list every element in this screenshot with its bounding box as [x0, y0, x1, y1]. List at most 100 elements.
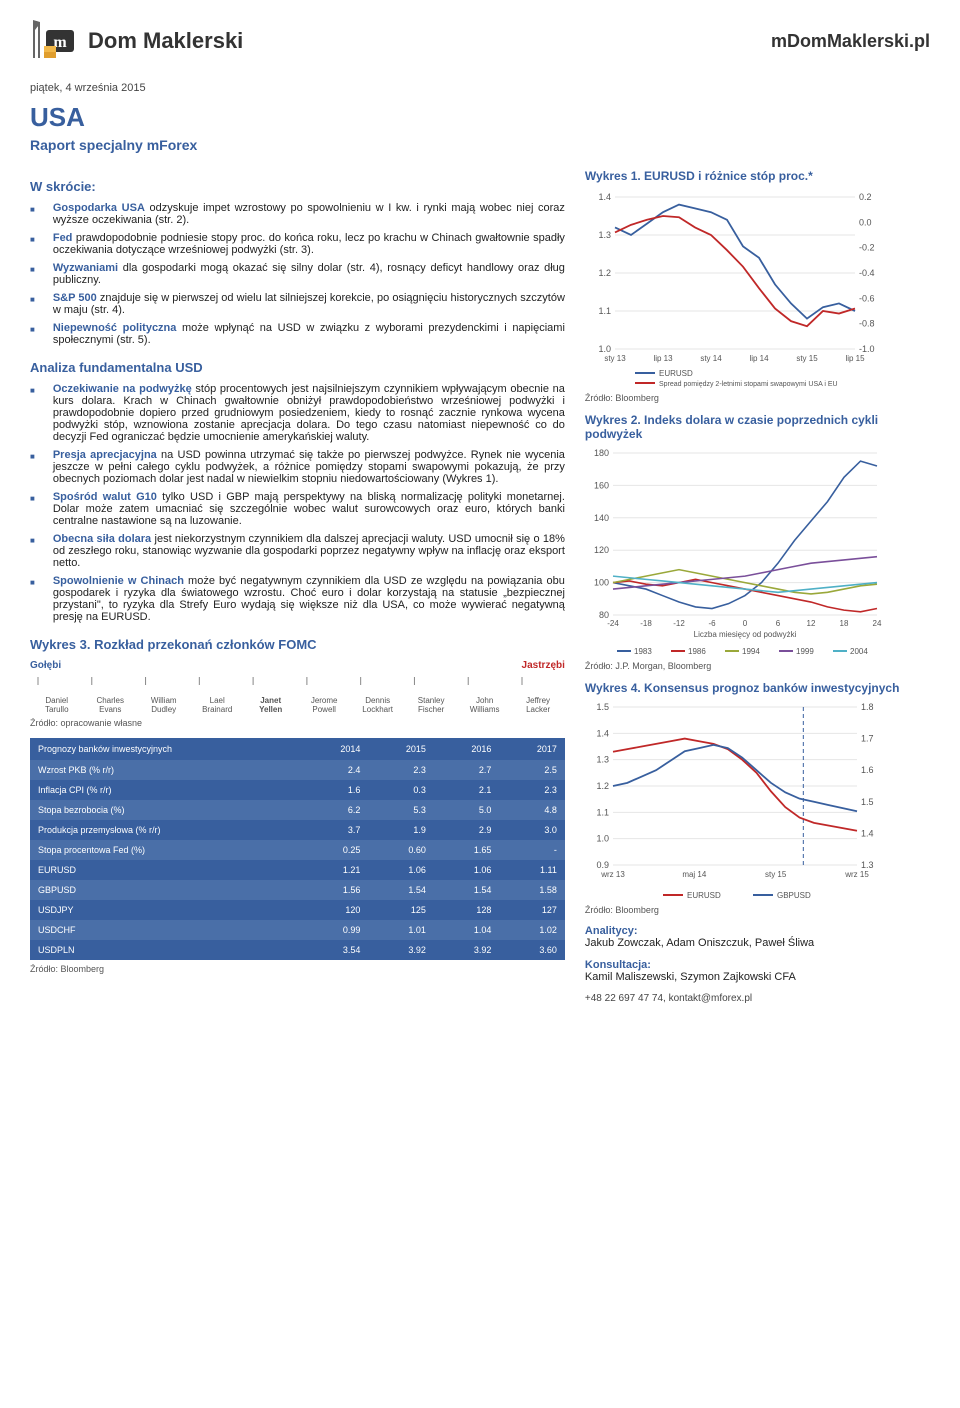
svg-text:0.0: 0.0	[859, 217, 872, 227]
svg-text:0.2: 0.2	[859, 192, 872, 202]
fomc-member: StanleyFischer	[404, 696, 457, 714]
svg-text:sty 15: sty 15	[796, 354, 818, 363]
table-cell: 1.65	[434, 840, 500, 860]
svg-text:GBPUSD: GBPUSD	[777, 891, 811, 900]
svg-text:sty 14: sty 14	[700, 354, 722, 363]
footer-contact: +48 22 697 47 74, kontakt@mforex.pl	[585, 993, 930, 1004]
table-cell: 3.54	[303, 940, 369, 960]
table-header-cell: 2014	[303, 738, 369, 760]
bullet-item: Wyzwaniami dla gospodarki mogą okazać si…	[30, 262, 565, 286]
table-cell: 2.1	[434, 780, 500, 800]
table-cell: 5.3	[368, 800, 434, 820]
table-row: Produkcja przemysłowa (% r/r)3.71.92.93.…	[30, 820, 565, 840]
svg-text:1.8: 1.8	[861, 702, 874, 712]
table-row: EURUSD1.211.061.061.11	[30, 860, 565, 880]
logo-mark-icon: m	[30, 20, 80, 62]
svg-text:100: 100	[594, 578, 609, 588]
table-cell: EURUSD	[30, 860, 303, 880]
svg-text:1.4: 1.4	[861, 828, 874, 838]
brief-list: Gospodarka USA odzyskuje impet wzrostowy…	[30, 202, 565, 346]
svg-text:lip 15: lip 15	[845, 354, 865, 363]
fomc-member: DanielTarullo	[30, 696, 83, 714]
chart3-axis-icon	[30, 671, 530, 689]
svg-text:maj 14: maj 14	[682, 870, 707, 879]
svg-text:0.9: 0.9	[596, 860, 609, 870]
bullet-item: Gospodarka USA odzyskuje impet wzrostowy…	[30, 202, 565, 226]
fomc-member: JeffreyLacker	[511, 696, 564, 714]
svg-text:1.5: 1.5	[596, 702, 609, 712]
fomc-member: JohnWilliams	[458, 696, 511, 714]
table-cell: 3.92	[368, 940, 434, 960]
page-header: m Dom Maklerski mDomMaklerski.pl	[30, 20, 930, 62]
analysts-block: Analitycy: Jakub Zowczak, Adam Oniszczuk…	[585, 925, 930, 949]
table-cell: 1.11	[499, 860, 565, 880]
table-cell: 6.2	[303, 800, 369, 820]
table-cell: 1.21	[303, 860, 369, 880]
chart3-hawk-label: Jastrzębi	[522, 660, 565, 671]
svg-text:-0.6: -0.6	[859, 293, 875, 303]
table-cell: 0.3	[368, 780, 434, 800]
chart3-title: Wykres 3. Rozkład przekonań członków FOM…	[30, 637, 565, 652]
report-subtitle: Raport specjalny mForex	[30, 137, 930, 153]
consult-names: Kamil Maliszewski, Szymon Zajkowski CFA	[585, 971, 796, 983]
site-url: mDomMaklerski.pl	[771, 31, 930, 52]
table-cell: 1.58	[499, 880, 565, 900]
analysts-names: Jakub Zowczak, Adam Oniszczuk, Paweł Śli…	[585, 937, 814, 949]
table-header-cell: 2016	[434, 738, 500, 760]
chart2: 80100120140160180-24-18-12-606121824Licz…	[585, 447, 885, 657]
svg-text:1983: 1983	[634, 647, 652, 656]
svg-text:1999: 1999	[796, 647, 814, 656]
table-header-cell: Prognozy banków inwestycyjnych	[30, 738, 303, 760]
svg-text:1.5: 1.5	[861, 797, 874, 807]
svg-text:1.4: 1.4	[596, 728, 609, 738]
table-cell: Produkcja przemysłowa (% r/r)	[30, 820, 303, 840]
table-cell: 1.9	[368, 820, 434, 840]
brief-heading: W skrócie:	[30, 179, 565, 194]
svg-text:lip 14: lip 14	[749, 354, 769, 363]
chart3-source: Źródło: opracowanie własne	[30, 718, 565, 728]
table-cell: 2.4	[303, 760, 369, 780]
table-cell: 3.7	[303, 820, 369, 840]
table-cell: USDCHF	[30, 920, 303, 940]
bullet-item: S&P 500 znajduje się w pierwszej od wiel…	[30, 292, 565, 316]
chart2-source: Źródło: J.P. Morgan, Bloomberg	[585, 661, 930, 671]
svg-text:wrz 13: wrz 13	[600, 870, 625, 879]
chart1-source: Źródło: Bloomberg	[585, 393, 930, 403]
chart1: 1.01.11.21.31.4-1.0-0.8-0.6-0.4-0.20.00.…	[585, 189, 885, 389]
svg-text:1.6: 1.6	[861, 765, 874, 775]
svg-text:1994: 1994	[742, 647, 760, 656]
chart4: 0.91.01.11.21.31.41.51.31.41.51.61.71.8w…	[585, 701, 885, 901]
table-row: USDJPY120125128127	[30, 900, 565, 920]
chart1-title: Wykres 1. EURUSD i różnice stóp proc.*	[585, 169, 930, 183]
svg-text:-0.8: -0.8	[859, 319, 875, 329]
svg-text:1.3: 1.3	[861, 860, 874, 870]
chart2-title: Wykres 2. Indeks dolara w czasie poprzed…	[585, 413, 930, 441]
chart4-source: Źródło: Bloomberg	[585, 905, 930, 915]
table-cell: 3.92	[434, 940, 500, 960]
table-row: USDCHF0.991.011.041.02	[30, 920, 565, 940]
table-cell: 1.54	[434, 880, 500, 900]
svg-text:-18: -18	[640, 619, 652, 628]
table-cell: 1.06	[434, 860, 500, 880]
table-cell: USDPLN	[30, 940, 303, 960]
table-cell: 4.8	[499, 800, 565, 820]
table-header-cell: 2015	[368, 738, 434, 760]
analysis-heading: Analiza fundamentalna USD	[30, 360, 565, 375]
consult-heading: Konsultacja:	[585, 959, 930, 971]
logo: m Dom Maklerski	[30, 20, 243, 62]
svg-text:2004: 2004	[850, 647, 868, 656]
svg-text:sty 15: sty 15	[765, 870, 787, 879]
svg-text:120: 120	[594, 545, 609, 555]
analysis-list: Oczekiwanie na podwyżkę stóp procentowyc…	[30, 383, 565, 623]
table-cell: 3.60	[499, 940, 565, 960]
table-cell: USDJPY	[30, 900, 303, 920]
svg-text:160: 160	[594, 480, 609, 490]
fomc-member: JanetYellen	[244, 696, 297, 714]
table-cell: 2.5	[499, 760, 565, 780]
bullet-item: Spośród walut G10 tylko USD i GBP mają p…	[30, 491, 565, 527]
table-row: Inflacja CPI (% r/r)1.60.32.12.3	[30, 780, 565, 800]
table-cell: 3.0	[499, 820, 565, 840]
table-cell: 1.54	[368, 880, 434, 900]
forecast-table: Prognozy banków inwestycyjnych2014201520…	[30, 738, 565, 960]
table-cell: 0.60	[368, 840, 434, 860]
